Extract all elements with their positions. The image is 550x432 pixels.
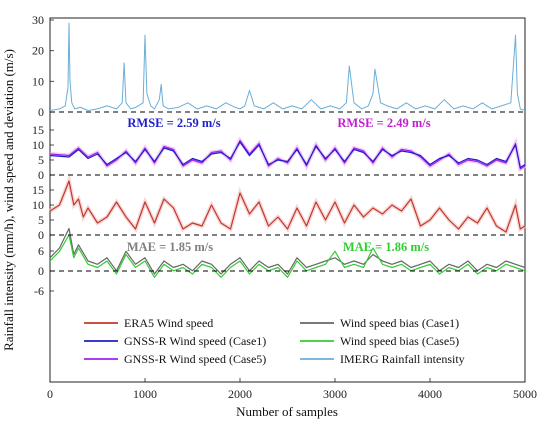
y-tick-label-rainfall-2: 20 (32, 44, 44, 58)
rmse-case1-label: RMSE = 2.59 m/s (127, 116, 220, 130)
x-tick-label-0: 0 (47, 387, 53, 401)
x-axis-title: Number of samples (236, 404, 338, 419)
mae-case1-label: MAE = 1.85 m/s (127, 240, 213, 254)
legend-label-era5: ERA5 Wind speed (124, 316, 213, 330)
legend-label-case1: GNSS-R Wind speed (Case1) (124, 334, 266, 348)
x-axis: 0 1000 2000 3000 4000 5000 (47, 378, 537, 401)
y-tick-label-rainfall-1: 10 (32, 74, 44, 88)
x-tick-label-1: 1000 (133, 387, 157, 401)
legend-box (74, 311, 506, 372)
y-axis-title: Rainfall intensity (mm/h), wind speed an… (1, 49, 16, 351)
plot-frame (49, 17, 526, 383)
y-tick-label-bias-2: 6 (38, 244, 44, 258)
y-tick-label-gnssr-2: 10 (32, 138, 44, 152)
y-tick-label-rainfall-3: 30 (32, 13, 44, 27)
mae-case5-label: MAE = 1.86 m/s (343, 240, 429, 254)
x-tick-label-3: 3000 (323, 387, 347, 401)
series-case1-line (49, 141, 526, 169)
series-bias1-line (49, 227, 526, 275)
series-bias5-line (49, 234, 526, 278)
legend-label-imerg: IMERG Rainfall intensity (340, 352, 465, 366)
series-era5-line (49, 180, 526, 233)
panel-rainfall: 0 10 20 30 (32, 13, 526, 119)
y-tick-label-bias-0: -6 (34, 284, 44, 298)
x-tick-label-4: 4000 (418, 387, 442, 401)
y-tick-label-gnssr-0: 0 (38, 168, 44, 182)
rmse-case5-label: RMSE = 2.49 m/s (337, 116, 430, 130)
y-tick-label-gnssr-3: 15 (32, 123, 44, 137)
y-tick-label-era5-1: 5 (38, 213, 44, 227)
series-imerg-line (49, 22, 526, 111)
y-tick-label-bias-1: 0 (38, 264, 44, 278)
x-tick-label-5: 5000 (513, 387, 537, 401)
y-tick-label-gnssr-1: 5 (38, 153, 44, 167)
legend-label-case5: GNSS-R Wind speed (Case5) (124, 352, 266, 366)
y-tick-label-rainfall-0: 0 (38, 105, 44, 119)
y-tick-label-era5-3: 15 (32, 183, 44, 197)
legend-label-bias5: Wind speed bias (Case5) (340, 334, 459, 348)
legend-label-bias1: Wind speed bias (Case1) (340, 316, 459, 330)
y-tick-label-era5-2: 10 (32, 198, 44, 212)
legend: ERA5 Wind speed Wind speed bias (Case1) GN… (74, 311, 506, 372)
x-tick-label-2: 2000 (228, 387, 252, 401)
y-tick-label-era5-0: 0 (38, 228, 44, 242)
